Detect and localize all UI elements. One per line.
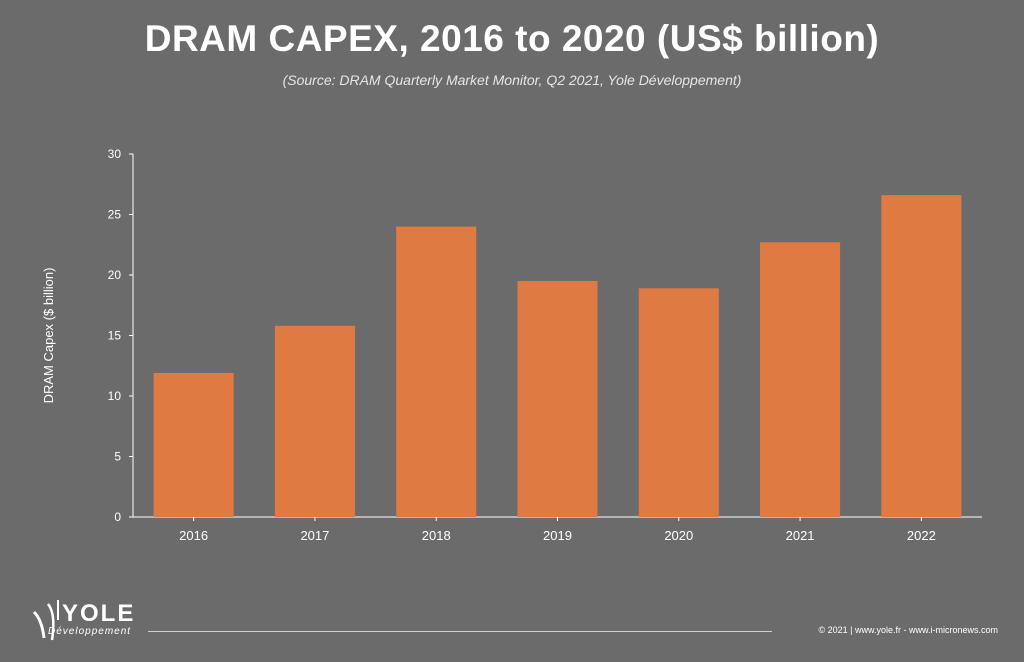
x-tick-label: 2020 [664, 528, 693, 543]
x-tick-label: 2017 [300, 528, 329, 543]
y-tick-label: 15 [108, 329, 122, 343]
x-tick-label: 2022 [907, 528, 936, 543]
bar-2019 [517, 281, 598, 517]
bar-2016 [153, 373, 234, 517]
x-tick-label: 2021 [786, 528, 815, 543]
y-tick-label: 5 [114, 450, 121, 464]
logo-brand-sub: Développement [48, 626, 132, 637]
y-tick-label: 10 [108, 389, 122, 403]
chart-subtitle: (Source: DRAM Quarterly Market Monitor, … [282, 72, 742, 88]
bar-2018 [396, 226, 477, 517]
x-tick-label: 2016 [179, 528, 208, 543]
chart-title: DRAM CAPEX, 2016 to 2020 (US$ billion) [144, 18, 880, 59]
bar-2021 [760, 242, 841, 517]
y-tick-label: 25 [108, 208, 122, 222]
y-tick-label: 0 [114, 510, 121, 524]
bar-2020 [638, 288, 719, 517]
bar-2017 [274, 325, 355, 517]
bar-2022 [881, 195, 962, 517]
y-axis-label: DRAM Capex ($ billion) [41, 268, 56, 404]
logo-brand: YOLE [62, 600, 136, 627]
footer-divider [148, 631, 772, 632]
x-tick-label: 2019 [543, 528, 572, 543]
yole-logo-icon [32, 600, 59, 641]
x-tick-label: 2018 [422, 528, 451, 543]
y-tick-label: 30 [108, 147, 122, 161]
footer-copyright: © 2021 | www.yole.fr - www.i-micronews.c… [818, 625, 998, 635]
y-tick-label: 20 [108, 268, 122, 282]
